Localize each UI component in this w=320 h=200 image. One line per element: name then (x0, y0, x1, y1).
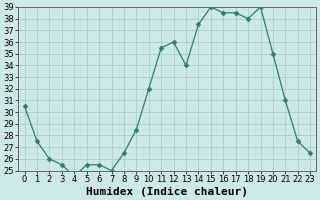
X-axis label: Humidex (Indice chaleur): Humidex (Indice chaleur) (86, 186, 248, 197)
